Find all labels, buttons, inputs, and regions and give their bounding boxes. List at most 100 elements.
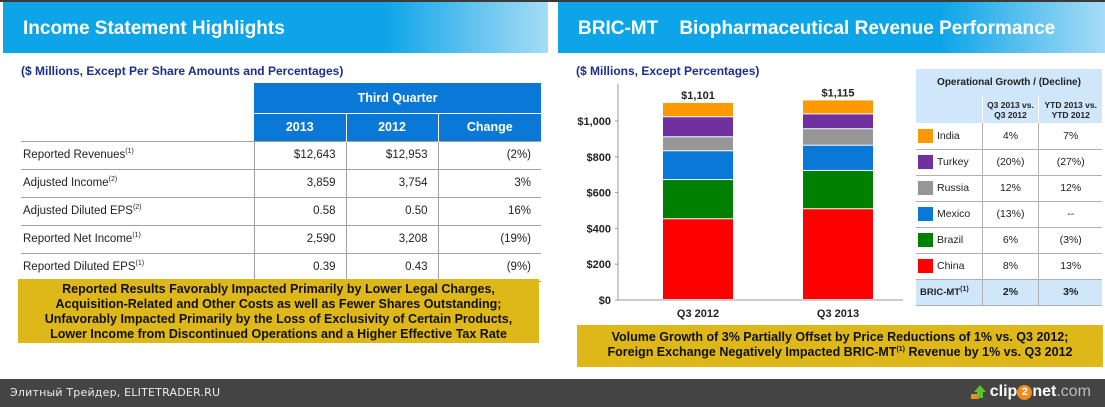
growth-row: Mexico (13%) --: [916, 201, 1102, 228]
q3-growth: 12%: [981, 175, 1039, 202]
q3-growth: 4%: [981, 123, 1039, 150]
column-header-ytd: YTD 2013 vs. YTD 2012: [1038, 96, 1102, 123]
cell-value: 3,859: [253, 169, 346, 198]
cell-value: (2%): [437, 140, 541, 170]
footer-bar: Элитный Трейдер, ELITETRADER.RU clip 2 net…: [0, 379, 1105, 407]
clip2net-logo[interactable]: clip 2 net .com: [970, 383, 1091, 401]
bar-segment-turkey: [663, 117, 733, 137]
slide-title: Income Statement Highlights: [3, 2, 548, 53]
cell-value: 3%: [437, 169, 541, 198]
bric-mt-slide: BRIC-MT Biopharmaceutical Revenue Perfor…: [558, 2, 1105, 377]
cell-value: (19%): [437, 225, 541, 254]
legend-label: Mexico: [916, 201, 982, 228]
slide-subtitle: ($ Millions, Except Per Share Amounts an…: [21, 64, 344, 78]
q3-growth: 6%: [981, 227, 1039, 254]
table-row: Adjusted Diluted EPS(2) 0.58 0.50 16%: [21, 197, 541, 226]
y-tick-label: $200: [587, 259, 611, 271]
legend-label: Russia: [916, 175, 982, 202]
note-line: Reported Results Favorably Impacted Prim…: [62, 282, 495, 296]
slide-title: BRIC-MT Biopharmaceutical Revenue Perfor…: [558, 2, 1105, 53]
income-statement-slide: Income Statement Highlights ($ Millions,…: [3, 2, 548, 377]
legend-swatch: [918, 233, 933, 247]
note-line: Acquisition-Related and Other Costs as w…: [55, 297, 502, 311]
note-line: Lower Income from Discontinued Operation…: [50, 327, 507, 341]
row-label: Adjusted Income(2): [21, 169, 254, 198]
bar-segment-brazil: [663, 180, 733, 219]
bar-segment-russia: [803, 129, 873, 145]
bar-segment-russia: [663, 137, 733, 151]
note-line: Foreign Exchange Negatively Impacted BRI…: [607, 345, 1073, 359]
summary-note: Volume Growth of 3% Partially Offset by …: [577, 325, 1103, 367]
ytd-growth: 12%: [1038, 175, 1102, 202]
ytd-growth: --: [1038, 201, 1102, 228]
cell-value: 0.50: [345, 197, 438, 226]
bar-segment-brazil: [803, 170, 873, 209]
cell-value: 16%: [437, 197, 541, 226]
empty-header-cell: [21, 83, 254, 113]
y-tick-label: $1,000: [577, 116, 611, 128]
growth-total-row: BRIC-MT(1) 2% 3%: [916, 279, 1102, 306]
x-tick-label: Q3 2012: [677, 308, 719, 320]
group-header: Third Quarter: [254, 83, 541, 114]
ytd-growth: (3%): [1038, 227, 1102, 254]
cell-value: $12,643: [253, 140, 346, 170]
ytd-growth: (27%): [1038, 149, 1102, 176]
bar-segment-mexico: [803, 145, 873, 170]
growth-row: India 4% 7%: [916, 123, 1102, 150]
note-line: Volume Growth of 3% Partially Offset by …: [611, 330, 1069, 344]
slide-subtitle: ($ Millions, Except Percentages): [576, 64, 760, 78]
row-label: Reported Revenues(1): [21, 140, 254, 170]
growth-row: Russia 12% 12%: [916, 175, 1102, 202]
bar-total-label: $1,115: [821, 87, 854, 99]
legend-label: China: [916, 253, 982, 280]
empty-header-cell: [21, 113, 254, 141]
revenue-stacked-bar-chart: $0 $200 $400 $600 $800 $1,000 $1,101 Q3 2012 $1,…: [577, 84, 903, 320]
bar-segment-india: [663, 102, 733, 117]
bar-segment-china: [803, 209, 873, 299]
ytd-growth: 7%: [1038, 123, 1102, 150]
growth-table: Operational Growth / (Decline) Q3 2013 v…: [916, 69, 1102, 306]
q3-growth: 8%: [981, 253, 1039, 280]
cell-value: 3,208: [345, 225, 438, 254]
y-tick-label: $400: [587, 223, 611, 235]
row-label: Adjusted Diluted EPS(2): [21, 197, 254, 226]
table-row: Adjusted Income(2) 3,859 3,754 3%: [21, 169, 541, 198]
legend-swatch: [918, 259, 933, 273]
growth-row: Turkey (20%) (27%): [916, 149, 1102, 176]
total-label: BRIC-MT(1): [916, 279, 982, 306]
cell-value: (9%): [437, 253, 541, 282]
q3-growth: 2%: [981, 279, 1039, 306]
column-header-q3: Q3 2013 vs. Q3 2012: [981, 96, 1039, 123]
bar-segment-turkey: [803, 114, 873, 129]
cell-value: 0.43: [345, 253, 438, 282]
legend-label: Turkey: [916, 149, 982, 176]
cell-value: 2,590: [253, 225, 346, 254]
y-tick-label: $800: [587, 152, 611, 164]
x-tick-label: Q3 2013: [817, 308, 859, 320]
bar-segment-india: [803, 100, 873, 114]
legend-swatch: [918, 207, 933, 221]
q3-growth: (20%): [981, 149, 1039, 176]
bar-segment-mexico: [663, 151, 733, 180]
bar-total-label: $1,101: [681, 90, 715, 102]
q3-growth: (13%): [981, 201, 1039, 228]
row-label: Reported Diluted EPS(1): [21, 253, 254, 282]
legend-label: India: [916, 123, 982, 150]
note-line: Unfavorably Impacted Primarily by the Lo…: [44, 312, 513, 326]
cell-value: 0.58: [253, 197, 346, 226]
watermark-text: Элитный Трейдер, ELITETRADER.RU: [10, 386, 221, 399]
row-label: Reported Net Income(1): [21, 225, 254, 254]
ytd-growth: 13%: [1038, 253, 1102, 280]
y-tick-label: $0: [599, 295, 611, 307]
ytd-growth: 3%: [1038, 279, 1102, 306]
growth-table-title: Operational Growth / (Decline): [916, 69, 1102, 96]
legend-swatch: [918, 155, 933, 169]
table-row: Reported Diluted EPS(1) 0.39 0.43 (9%): [21, 253, 541, 282]
column-header: 2013: [254, 113, 347, 141]
top-border: [0, 0, 1105, 2]
legend-label: Brazil: [916, 227, 982, 254]
logo-two-badge: 2: [1017, 384, 1033, 400]
column-header: 2012: [346, 113, 439, 141]
table-row: Reported Net Income(1) 2,590 3,208 (19%): [21, 225, 541, 254]
growth-row: Brazil 6% (3%): [916, 227, 1102, 254]
